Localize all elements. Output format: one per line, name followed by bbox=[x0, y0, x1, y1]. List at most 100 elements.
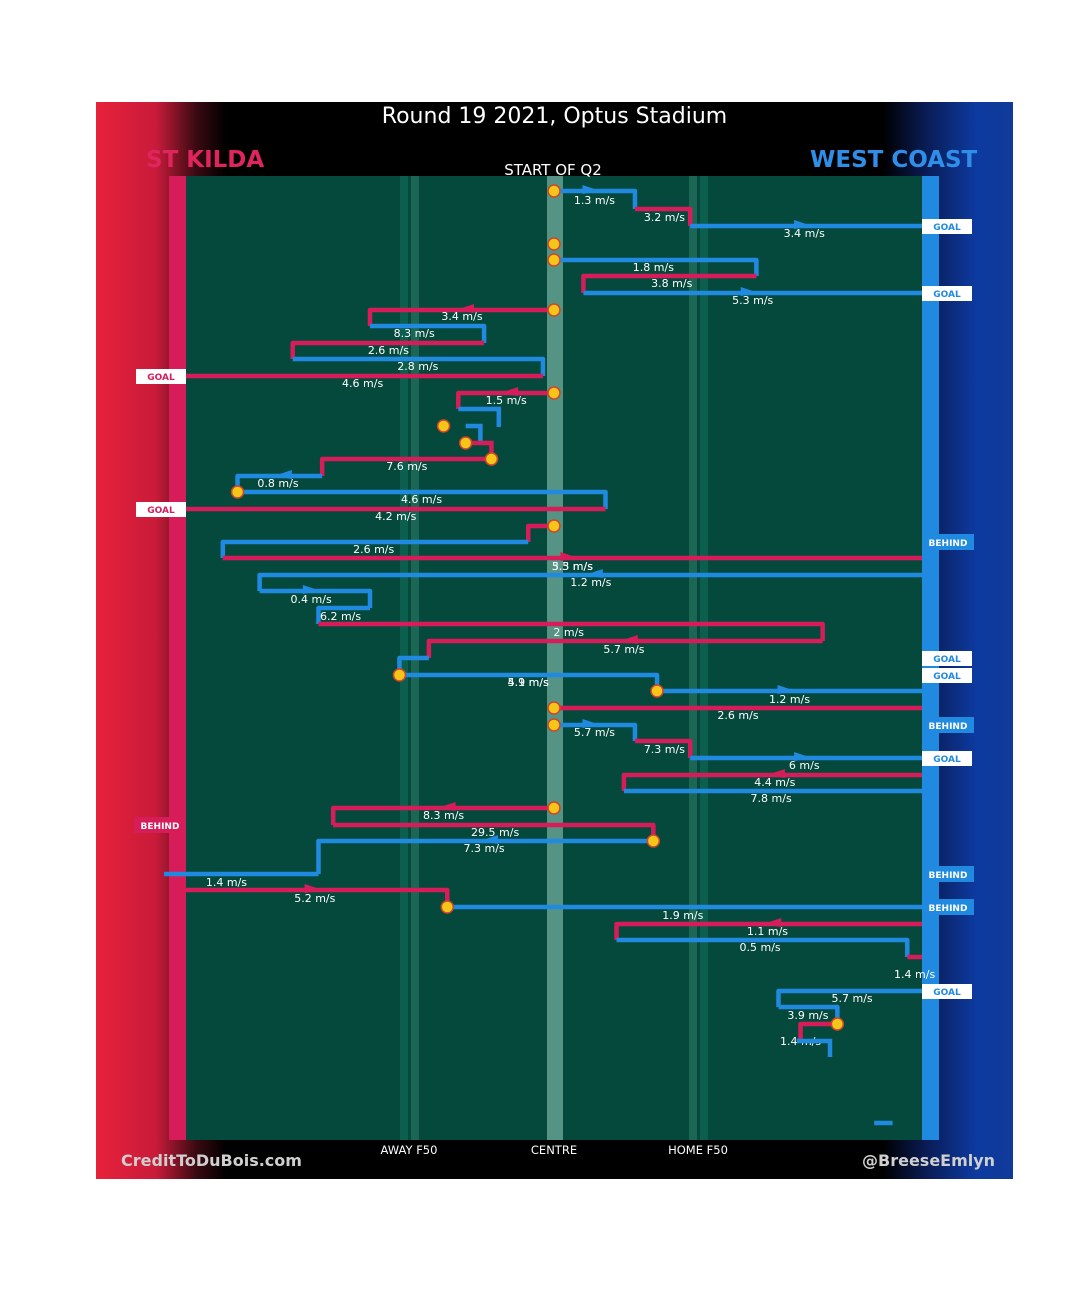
possession-line bbox=[426, 638, 823, 658]
chart-title: Round 19 2021, Optus Stadium bbox=[381, 104, 728, 129]
x-tick-away-f50: AWAY F50 bbox=[380, 1143, 438, 1157]
speed-label: 5.2 m/s bbox=[294, 892, 335, 905]
speed-label: 1.4 m/s bbox=[206, 876, 247, 889]
team-left-label: ST KILDA bbox=[146, 147, 265, 173]
speed-label: 5.3 m/s bbox=[732, 294, 773, 307]
speed-label: 2.8 m/s bbox=[397, 360, 438, 373]
result-badge bbox=[922, 751, 972, 766]
direction-arrow bbox=[560, 552, 579, 561]
credit-left: CreditToDuBois.com bbox=[121, 1151, 302, 1170]
ball-marker bbox=[547, 303, 561, 317]
speed-label: 1.8 m/s bbox=[633, 261, 674, 274]
possession-line bbox=[292, 356, 546, 376]
team-right-label: WEST COAST bbox=[810, 147, 978, 173]
speed-label: 8.3 m/s bbox=[423, 809, 464, 822]
ball-marker bbox=[830, 1017, 845, 1031]
result-badge bbox=[922, 219, 972, 234]
speed-label: 8.3 m/s bbox=[394, 327, 435, 340]
speed-label: 3.2 m/s bbox=[644, 211, 685, 224]
speed-label: 4.6 m/s bbox=[401, 493, 442, 506]
direction-arrow bbox=[273, 470, 292, 479]
speed-label: 3.4 m/s bbox=[784, 227, 825, 240]
direction-arrow bbox=[619, 635, 638, 644]
speed-label: 5.5 m/s bbox=[552, 560, 593, 573]
direction-arrow bbox=[304, 884, 323, 893]
speed-label: 3.3 m/s bbox=[552, 560, 593, 573]
speed-label: 2.6 m/s bbox=[353, 543, 394, 556]
speed-label: 1.9 m/s bbox=[662, 909, 703, 922]
ball-marker bbox=[440, 900, 455, 914]
result-badge-bg bbox=[134, 817, 186, 833]
ball-marker bbox=[547, 386, 561, 400]
speed-label: 3.4 m/s bbox=[441, 310, 482, 323]
result-badge-bg bbox=[922, 866, 974, 882]
possession-line bbox=[634, 206, 693, 226]
left-goal-band bbox=[169, 176, 186, 1140]
result-label: GOAL bbox=[147, 373, 175, 383]
speed-label: 5.1 m/s bbox=[508, 676, 549, 689]
result-label: BEHIND bbox=[929, 871, 968, 881]
possession-line bbox=[220, 539, 529, 558]
speed-label: 1.2 m/s bbox=[769, 693, 810, 706]
speed-label: 29.5 m/s bbox=[471, 826, 519, 839]
result-badge bbox=[922, 984, 972, 999]
speed-label: 1.2 m/s bbox=[570, 576, 611, 589]
result-label: GOAL bbox=[933, 672, 961, 682]
direction-arrow bbox=[437, 802, 456, 811]
possession-line bbox=[259, 588, 373, 608]
speed-label: 1.5 m/s bbox=[486, 394, 527, 407]
result-badge bbox=[922, 651, 972, 666]
direction-arrow bbox=[302, 585, 321, 594]
possession-line bbox=[525, 523, 554, 542]
possession-line bbox=[798, 1021, 838, 1041]
direction-arrow bbox=[763, 918, 782, 927]
result-label: BEHIND bbox=[929, 722, 968, 732]
speed-label: 0.4 m/s bbox=[291, 593, 332, 606]
speed-label: 7.6 m/s bbox=[386, 460, 427, 473]
ball-marker bbox=[230, 485, 245, 499]
speed-label: 4.2 m/s bbox=[375, 510, 416, 523]
direction-arrow bbox=[794, 752, 813, 761]
possession-line bbox=[290, 340, 485, 359]
result-label: BEHIND bbox=[929, 904, 968, 914]
centre-stripe bbox=[547, 176, 563, 1140]
possession-line bbox=[465, 423, 483, 443]
possession-line bbox=[237, 489, 608, 509]
ball-marker bbox=[458, 436, 473, 450]
direction-arrow bbox=[582, 719, 601, 728]
ball-marker bbox=[547, 184, 561, 198]
speed-label: 2.6 m/s bbox=[368, 344, 409, 357]
direction-arrow bbox=[777, 685, 796, 694]
speed-label: 3.9 m/s bbox=[787, 1009, 828, 1022]
speed-label: 5.7 m/s bbox=[832, 992, 873, 1005]
possession-line bbox=[581, 273, 757, 293]
ball-marker bbox=[547, 237, 561, 251]
speed-label: 2 m/s bbox=[553, 626, 584, 639]
home-f50-stripe-a bbox=[689, 176, 697, 1140]
result-badge-bg bbox=[922, 899, 974, 915]
result-label: GOAL bbox=[933, 988, 961, 998]
possession-line bbox=[634, 738, 693, 758]
speed-label: 1.1 m/s bbox=[747, 925, 788, 938]
possession-line bbox=[330, 805, 554, 825]
possession-line bbox=[554, 722, 638, 741]
result-label: GOAL bbox=[933, 655, 961, 665]
possession-line bbox=[796, 1038, 833, 1057]
result-badge bbox=[922, 668, 972, 683]
possession-line bbox=[614, 921, 922, 940]
ball-marker bbox=[547, 519, 561, 533]
speed-label: 7.3 m/s bbox=[644, 743, 685, 756]
possession-line bbox=[370, 323, 487, 343]
possession-line bbox=[776, 988, 922, 1007]
result-label: GOAL bbox=[933, 755, 961, 765]
result-label: BEHIND bbox=[929, 539, 968, 549]
result-badge bbox=[136, 369, 186, 384]
speed-label: 2.6 m/s bbox=[717, 709, 758, 722]
ball-marker bbox=[436, 419, 451, 433]
x-tick-centre: CENTRE bbox=[530, 1143, 578, 1157]
speed-label: 4.6 m/s bbox=[342, 377, 383, 390]
result-badge bbox=[136, 502, 186, 517]
result-label: GOAL bbox=[933, 223, 961, 233]
result-label: GOAL bbox=[933, 290, 961, 300]
